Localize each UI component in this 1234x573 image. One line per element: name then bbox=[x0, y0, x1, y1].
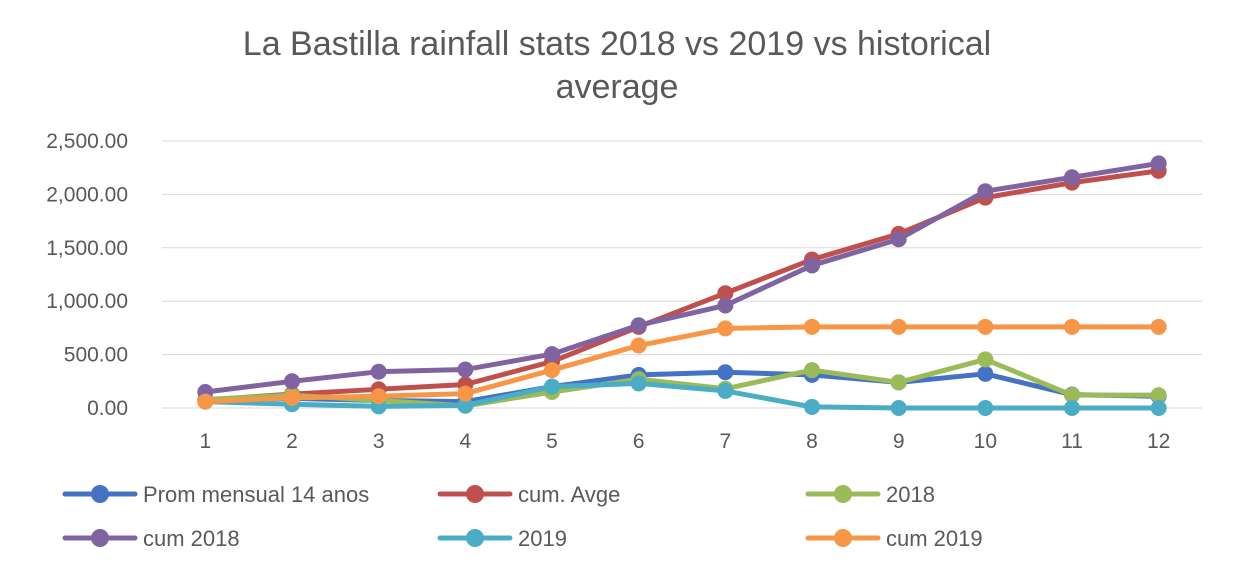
x-tick-label: 9 bbox=[893, 430, 905, 453]
y-tick-label: 2,000.00 bbox=[46, 183, 128, 206]
chart-title-line-2: average bbox=[556, 68, 679, 106]
data-point bbox=[1150, 318, 1167, 335]
data-point bbox=[804, 257, 820, 274]
legend-label: cum 2019 bbox=[886, 526, 983, 551]
legend-item: cum 2019 bbox=[805, 526, 983, 551]
x-tick-label: 6 bbox=[633, 430, 645, 453]
legend-label: Prom mensual 14 anos bbox=[143, 482, 369, 507]
legend-marker bbox=[466, 529, 484, 547]
data-point bbox=[977, 400, 994, 416]
x-tick-label: 3 bbox=[373, 430, 385, 453]
legend-marker bbox=[466, 485, 484, 503]
data-point bbox=[977, 365, 994, 382]
legend-marker bbox=[834, 485, 852, 503]
series-line bbox=[202, 168, 1162, 403]
legend-item: Prom mensual 14 anos bbox=[62, 482, 369, 507]
data-point bbox=[1064, 400, 1080, 416]
data-point bbox=[457, 385, 474, 402]
x-tick-label: 12 bbox=[1147, 430, 1170, 453]
series-5 bbox=[197, 318, 1167, 410]
legend-item: cum. Avge bbox=[437, 482, 620, 507]
x-tick-label: 8 bbox=[806, 430, 818, 453]
x-tick-label: 4 bbox=[459, 430, 471, 453]
data-point bbox=[977, 318, 994, 335]
data-point bbox=[544, 378, 560, 395]
data-point bbox=[197, 393, 214, 410]
data-point bbox=[717, 364, 734, 381]
data-point bbox=[457, 361, 474, 378]
x-tick-label: 5 bbox=[546, 430, 558, 453]
data-point bbox=[804, 362, 820, 379]
data-point bbox=[1150, 155, 1167, 172]
data-point bbox=[1064, 169, 1080, 186]
y-tick-label: 500.00 bbox=[64, 344, 128, 367]
data-point bbox=[630, 375, 647, 392]
data-point bbox=[717, 285, 734, 302]
x-tick-label: 2 bbox=[286, 430, 298, 453]
legend-marker bbox=[91, 485, 109, 503]
series-line bbox=[202, 160, 1162, 395]
data-point bbox=[890, 400, 907, 416]
legend-item: cum 2018 bbox=[62, 526, 240, 551]
legend: Prom mensual 14 anos cum. Avge 2018 cum 201… bbox=[62, 482, 983, 551]
legend-label: 2019 bbox=[518, 526, 567, 551]
legend-label: cum 2018 bbox=[143, 526, 240, 551]
data-point bbox=[717, 382, 734, 399]
data-point bbox=[977, 183, 994, 200]
legend-label: 2018 bbox=[886, 482, 935, 507]
data-point bbox=[457, 397, 474, 414]
data-point bbox=[1150, 387, 1167, 404]
series-lines bbox=[197, 155, 1167, 416]
data-point bbox=[544, 362, 560, 379]
series-line bbox=[202, 380, 1162, 411]
data-point bbox=[630, 337, 647, 354]
data-point bbox=[1064, 387, 1080, 404]
data-point bbox=[284, 389, 300, 406]
y-tick-label: 1,000.00 bbox=[46, 290, 128, 313]
x-tick-label: 11 bbox=[1061, 430, 1083, 453]
legend-item: 2018 bbox=[805, 482, 935, 507]
x-tick-label: 10 bbox=[974, 430, 997, 453]
data-point bbox=[890, 231, 907, 248]
data-point bbox=[370, 388, 387, 405]
y-tick-label: 2,500.00 bbox=[46, 130, 128, 153]
legend-label: cum. Avge bbox=[518, 482, 620, 507]
data-point bbox=[630, 317, 647, 334]
data-point bbox=[804, 318, 820, 335]
series-line bbox=[202, 356, 1162, 409]
y-axis-tick-labels: 0.00 500.00 1,000.00 1,500.00 2,000.00 2,500.… bbox=[46, 130, 128, 420]
data-point bbox=[804, 398, 820, 415]
data-point bbox=[717, 320, 734, 337]
legend-marker bbox=[834, 529, 852, 547]
data-point bbox=[890, 318, 907, 335]
data-point bbox=[717, 297, 734, 314]
chart-title-line-1: La Bastilla rainfall stats 2018 vs 2019 … bbox=[243, 25, 991, 63]
data-point bbox=[1064, 318, 1080, 335]
legend-item: 2019 bbox=[437, 526, 567, 551]
series-line bbox=[202, 324, 1162, 405]
series-3 bbox=[197, 155, 1167, 400]
x-axis-tick-labels: 1 2 3 4 5 6 7 8 9 10 11 12 bbox=[199, 430, 1170, 453]
data-point bbox=[544, 346, 560, 363]
y-tick-label: 1,500.00 bbox=[46, 237, 128, 260]
x-tick-label: 7 bbox=[719, 430, 731, 453]
legend-marker bbox=[91, 529, 109, 547]
x-tick-label: 1 bbox=[199, 430, 211, 453]
data-point bbox=[977, 351, 994, 368]
data-point bbox=[890, 374, 907, 391]
data-point bbox=[1150, 400, 1167, 416]
data-point bbox=[370, 363, 387, 380]
data-point bbox=[284, 373, 300, 390]
y-tick-label: 0.00 bbox=[87, 397, 128, 420]
